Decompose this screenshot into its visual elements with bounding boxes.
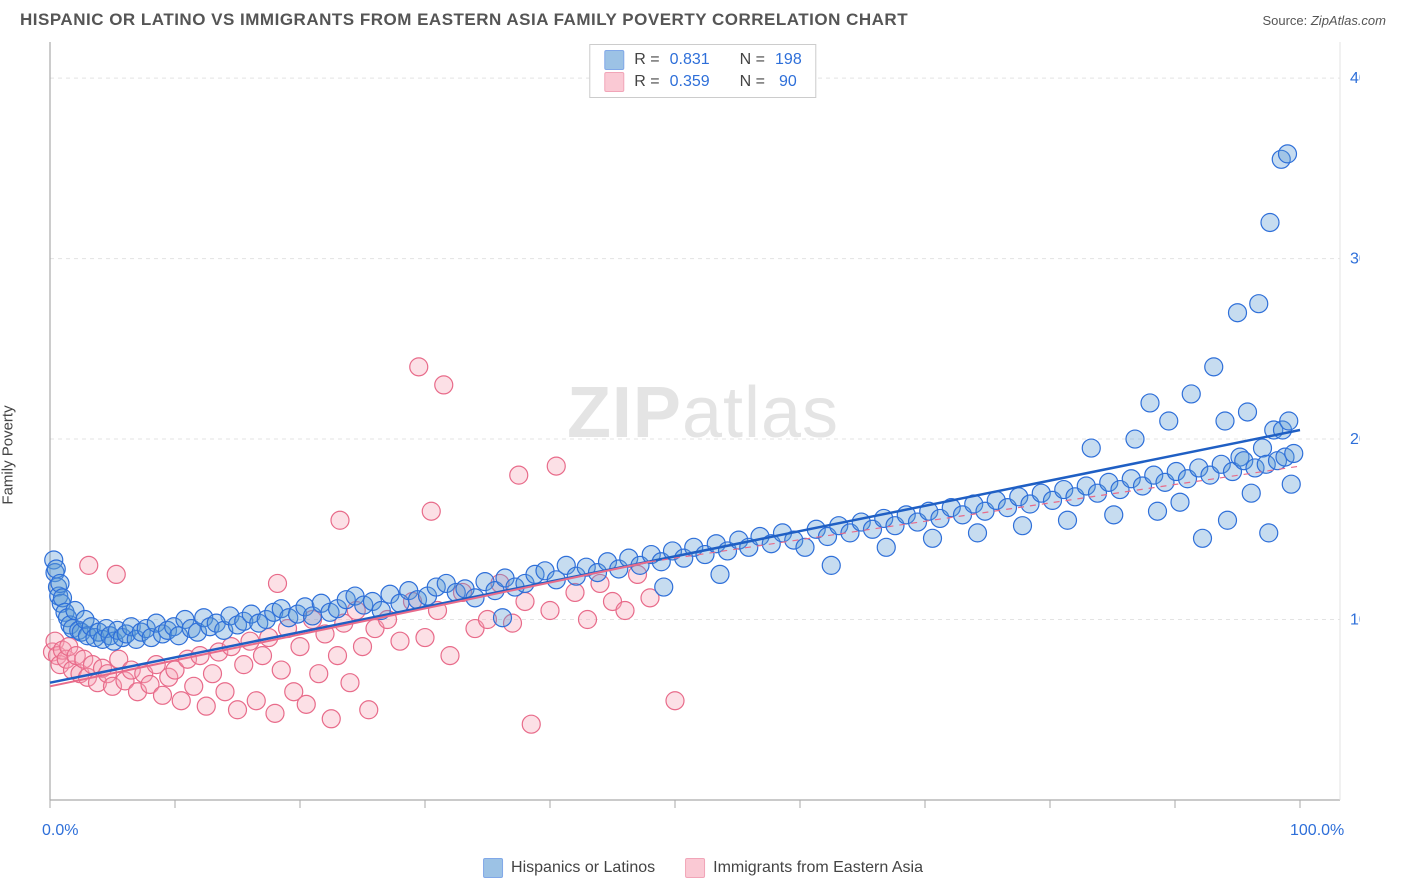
swatch-pink-icon	[685, 858, 705, 878]
legend-row-pink: R = 0.359 N = 90	[604, 71, 801, 93]
svg-text:20.0%: 20.0%	[1350, 431, 1360, 448]
x-axis-min-label: 0.0%	[42, 822, 78, 840]
svg-text:40.0%: 40.0%	[1350, 70, 1360, 87]
legend-item-pink: Immigrants from Eastern Asia	[685, 858, 923, 878]
legend-row-blue: R = 0.831 N = 198	[604, 49, 801, 71]
swatch-blue-icon	[604, 50, 624, 70]
swatch-blue-icon	[483, 858, 503, 878]
y-axis-label: Family Poverty	[0, 405, 17, 504]
swatch-pink-icon	[604, 72, 624, 92]
svg-text:30.0%: 30.0%	[1350, 251, 1360, 268]
chart-container: Family Poverty ZIPatlas R = 0.831 N = 19…	[0, 30, 1406, 880]
x-axis-max-label: 100.0%	[1290, 822, 1344, 840]
correlation-legend-box: R = 0.831 N = 198 R = 0.359 N = 90	[589, 44, 816, 98]
scatter-chart: 10.0% 20.0% 30.0% 40.0%	[0, 30, 1360, 850]
svg-text:10.0%: 10.0%	[1350, 612, 1360, 629]
chart-title: HISPANIC OR LATINO VS IMMIGRANTS FROM EA…	[20, 10, 908, 30]
legend-item-blue: Hispanics or Latinos	[483, 858, 655, 878]
source-attribution: Source: ZipAtlas.com	[1262, 13, 1386, 28]
series-legend: Hispanics or Latinos Immigrants from Eas…	[483, 858, 923, 878]
